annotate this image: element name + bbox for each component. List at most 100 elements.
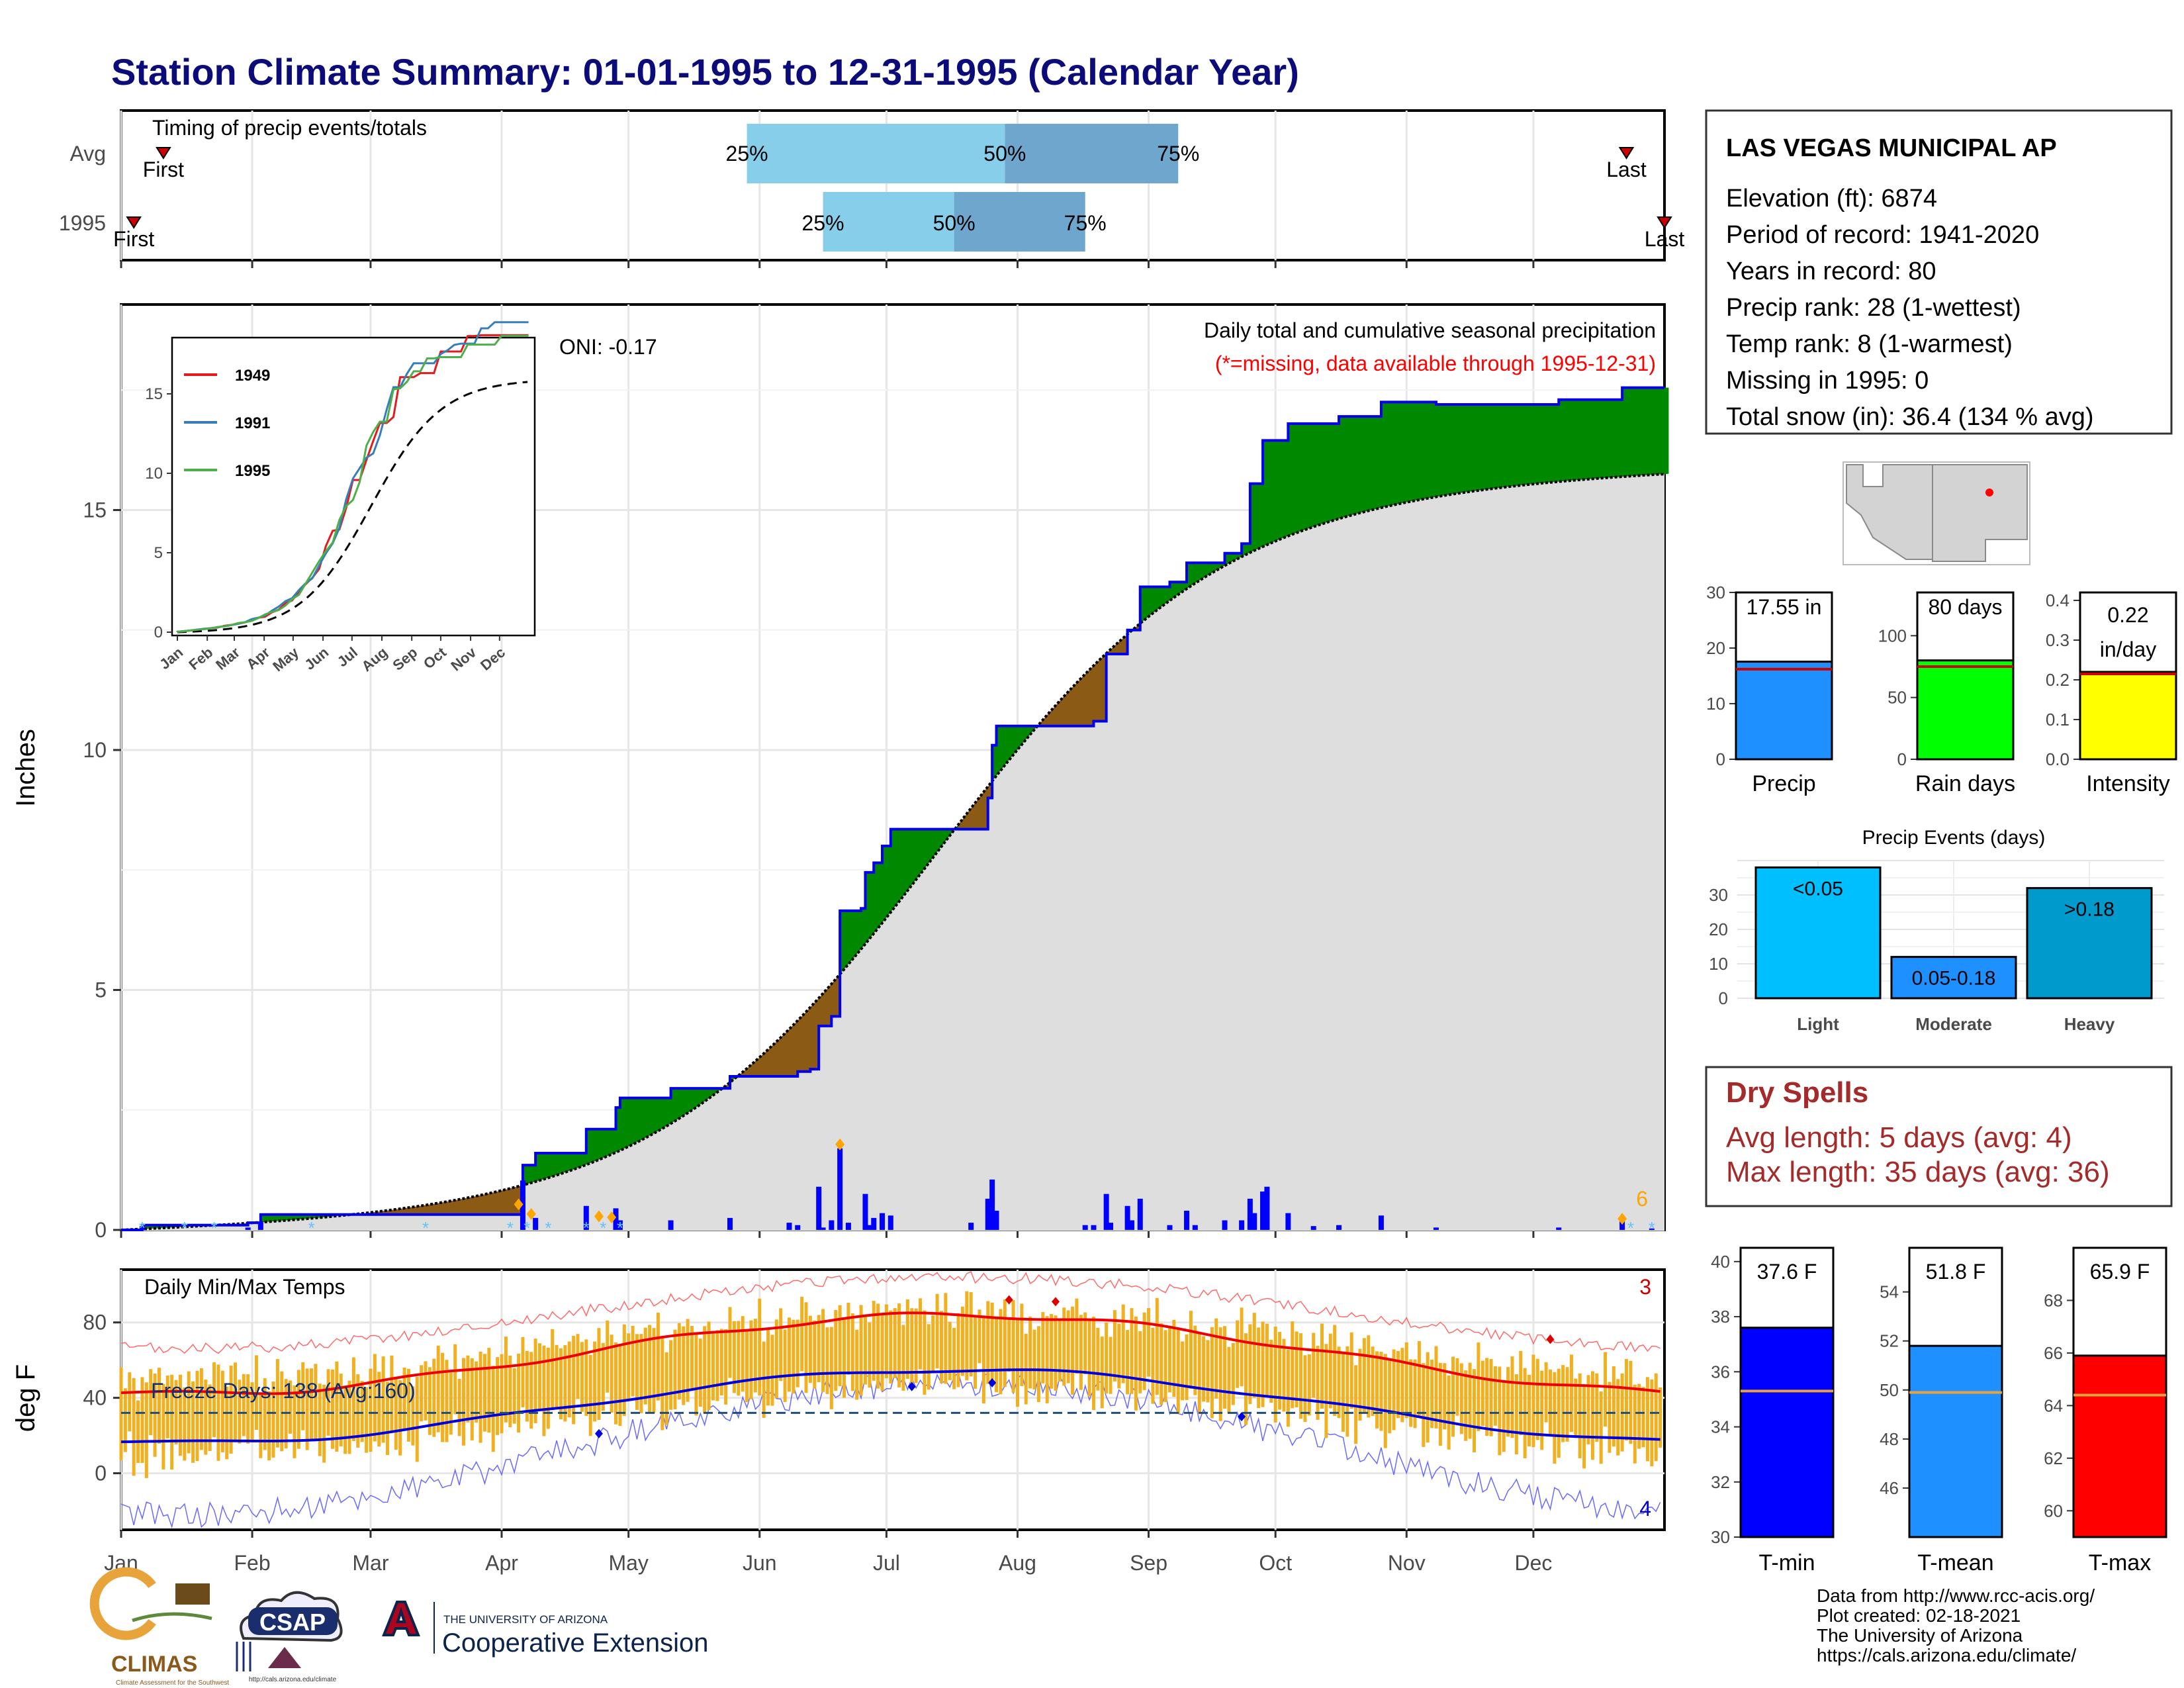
daily-temp-bar — [652, 1328, 656, 1413]
tbar-ytick-label: 30 — [1711, 1527, 1730, 1547]
daily-temp-bar — [161, 1383, 165, 1470]
snow-diamond — [607, 1211, 617, 1223]
tbar-t-min — [1739, 1327, 1835, 1538]
daily-temp-bar — [682, 1326, 686, 1405]
freeze-days-label: Freeze Days: 138 (Avg:160) — [151, 1379, 416, 1403]
month-label-jul: Jul — [873, 1551, 900, 1575]
daily-temp-bar — [1269, 1339, 1273, 1403]
temperature-summary-bars: 30 32 34 36 38 40 37.6 F T-min 46 48 50 52 54 51.8 F T… — [1711, 1246, 2167, 1575]
daily-temp-bar — [1295, 1331, 1298, 1408]
daily-temp-bar — [741, 1316, 745, 1392]
precip-panel: * * * * * * * * * * * * * 0 5 10 15 Daily total and cum… — [11, 303, 1669, 1242]
daily-temp-bar — [330, 1369, 334, 1449]
daily-temp-bar — [618, 1345, 622, 1427]
events-bar-light — [1754, 866, 1882, 1000]
daily-temp-bar — [128, 1372, 132, 1432]
daily-temp-bar — [271, 1381, 275, 1458]
tbar-value: 51.8 F — [1926, 1260, 1986, 1284]
daily-temp-bar — [787, 1317, 791, 1392]
daily-temp-bar — [1138, 1331, 1142, 1393]
daily-precip-bar — [1433, 1227, 1439, 1230]
daily-temp-bar — [944, 1293, 948, 1384]
daily-temp-bar — [1510, 1356, 1514, 1438]
summary-label-raindays: Rain days — [1915, 771, 2015, 796]
record-low-line — [120, 1371, 1661, 1529]
tbar-label: T-mean — [1917, 1550, 1993, 1575]
station-info-box: LAS VEGAS MUNICIPAL AP Elevation (ft): 6… — [1705, 109, 2173, 435]
daily-temp-bar — [1604, 1352, 1608, 1427]
daily-temp-bar — [356, 1374, 360, 1448]
events-bar-moderate — [1890, 956, 2017, 1000]
daily-temp-bar — [1172, 1319, 1176, 1397]
daily-temp-bar — [1590, 1371, 1594, 1460]
record-low-count: 4 — [1639, 1497, 1651, 1521]
daily-temp-bar — [322, 1384, 326, 1463]
record-high-marker — [1005, 1295, 1013, 1305]
normal-min-line — [120, 1368, 1661, 1444]
daily-temp-bar — [889, 1310, 893, 1383]
daily-precip-bar — [1285, 1213, 1291, 1230]
daily-temp-bar — [318, 1383, 322, 1456]
daily-precip-bar — [993, 1211, 999, 1230]
inset-legend-label: 1949 — [235, 367, 270, 385]
daily-precip-bar — [727, 1217, 733, 1230]
daily-temp-bar — [1480, 1360, 1484, 1427]
daily-temp-bar — [1307, 1354, 1311, 1416]
daily-precip-bar — [520, 1180, 525, 1230]
daily-temp-bar — [728, 1307, 732, 1378]
record-high-marker — [1546, 1335, 1555, 1344]
daily-temp-bar — [275, 1359, 279, 1448]
daily-temp-bar — [1455, 1358, 1459, 1416]
climas-logo: CLIMAS Climate Assessment for the Southw… — [89, 1567, 229, 1687]
daily-temp-bar — [432, 1358, 436, 1437]
daily-temp-bar — [999, 1309, 1003, 1395]
daily-temp-bar — [1197, 1332, 1201, 1414]
daily-temp-bar — [1404, 1342, 1408, 1419]
daily-temp-bar — [1498, 1366, 1502, 1456]
temps-title: Daily Min/Max Temps — [144, 1275, 345, 1299]
daily-temp-bar — [1557, 1368, 1561, 1458]
normal-cumulative-area — [121, 474, 1664, 1230]
daily-temp-bar — [1489, 1359, 1493, 1436]
daily-temp-bar — [1383, 1354, 1387, 1448]
daily-temp-bar — [195, 1370, 199, 1462]
month-label-mar: Mar — [352, 1551, 388, 1575]
inset-series-1995 — [176, 335, 529, 633]
summary-ytick-label: 10 — [1706, 694, 1725, 714]
daily-temp-bar — [1434, 1346, 1438, 1429]
daily-temp-bar — [424, 1361, 428, 1421]
summary-ytick-label: 0 — [1897, 749, 1907, 769]
daily-temp-bar — [517, 1353, 521, 1433]
daily-temp-bar — [1574, 1378, 1578, 1438]
daily-temp-bar — [1324, 1344, 1328, 1438]
daily-precip-bar — [1251, 1213, 1257, 1230]
summary-ytick-label: 30 — [1706, 583, 1725, 602]
daily-temp-bar — [1071, 1306, 1075, 1395]
daily-temp-bar — [1066, 1310, 1070, 1383]
daily-temp-bar — [183, 1387, 187, 1461]
daily-temp-bar — [1645, 1377, 1649, 1462]
daily-temp-bar — [868, 1322, 872, 1388]
daily-temp-bar — [1565, 1367, 1569, 1442]
timing-first-label-year: First — [113, 227, 154, 251]
daily-temp-bar — [863, 1317, 867, 1385]
station-location-dot — [1985, 489, 1993, 496]
daily-temp-bar — [204, 1380, 208, 1455]
tbar-ytick-label: 52 — [1880, 1331, 1899, 1351]
daily-temp-bar — [1333, 1325, 1337, 1417]
daily-temp-bar — [475, 1361, 478, 1423]
daily-temp-bar — [1109, 1336, 1113, 1394]
summary-ytick-label: 20 — [1706, 638, 1725, 658]
daily-temp-bar — [648, 1325, 652, 1413]
daily-temp-bar — [842, 1318, 846, 1398]
daily-temp-bar — [1578, 1373, 1582, 1458]
daily-temp-bar — [631, 1325, 635, 1397]
daily-precip-bar — [880, 1213, 886, 1230]
daily-temp-bar — [1130, 1308, 1134, 1394]
daily-precip-bar — [668, 1220, 674, 1230]
summary-label-precip: Precip — [1752, 771, 1815, 796]
dry-spells-box: Dry Spells Avg length: 5 days (avg: 4) M… — [1705, 1066, 2173, 1207]
timing-bar-lower-avg — [747, 124, 1005, 183]
daily-temp-bar — [1459, 1363, 1463, 1434]
daily-temp-bar — [1011, 1300, 1015, 1393]
